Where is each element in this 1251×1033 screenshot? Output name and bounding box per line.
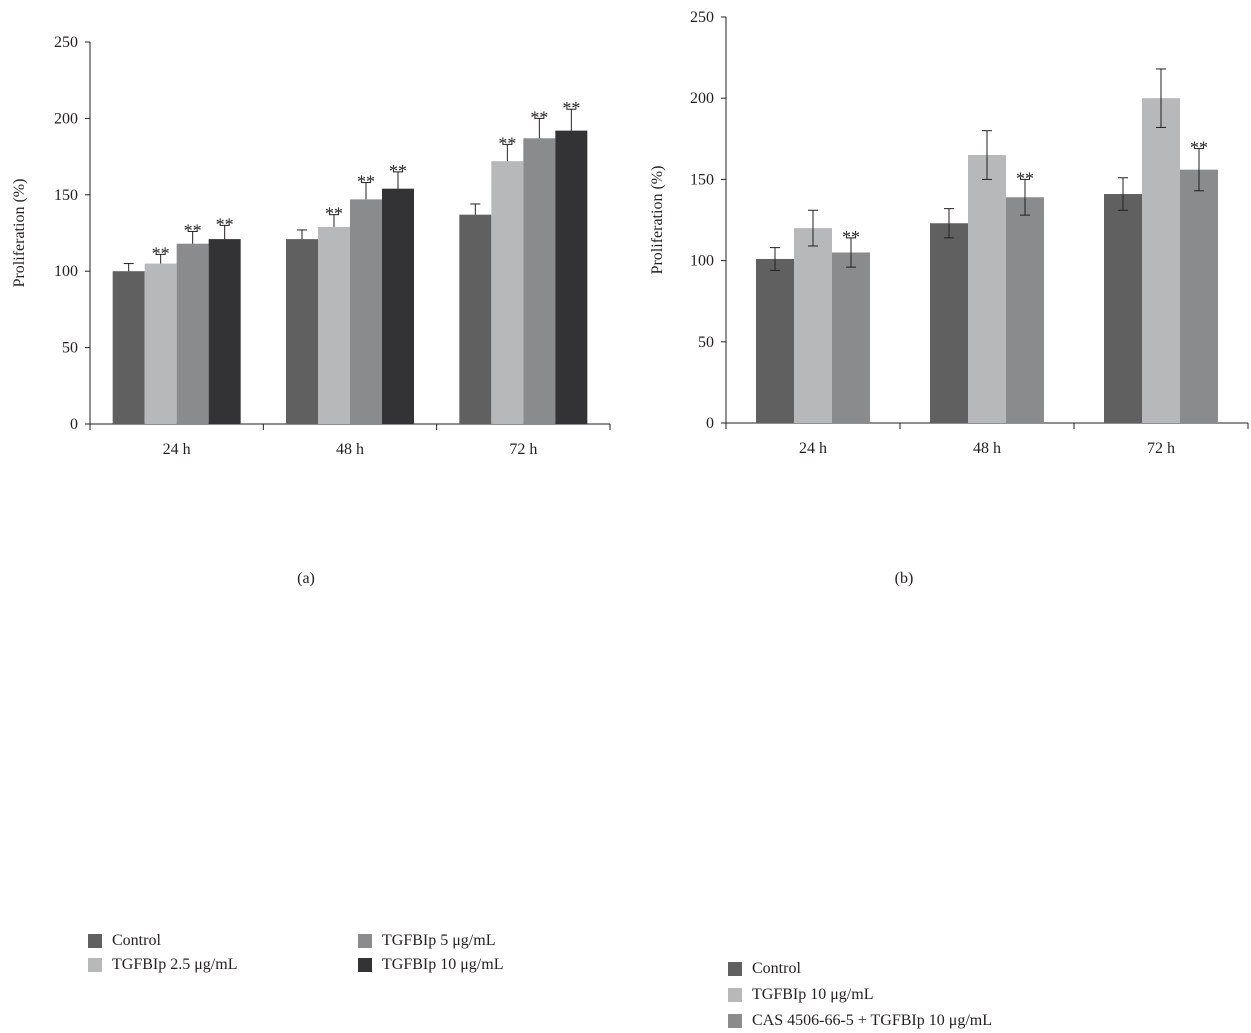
significance-mark: ** — [1190, 138, 1208, 158]
x-tick-label: 24 h — [799, 440, 827, 457]
y-tick-label: 50 — [698, 334, 714, 351]
significance-mark: ** — [184, 220, 202, 240]
y-axis-label: Proliferation (%) — [649, 166, 666, 275]
bar — [176, 243, 209, 424]
legend-item: Control — [88, 929, 161, 953]
significance-mark: ** — [498, 133, 516, 153]
bar — [1180, 169, 1218, 423]
bar — [794, 228, 832, 423]
legend-swatch — [728, 962, 742, 976]
y-tick-label: 50 — [62, 340, 78, 357]
x-tick-label: 24 h — [163, 441, 191, 458]
bar — [459, 214, 492, 424]
y-tick-label: 150 — [54, 187, 78, 204]
chart-panel-b: 0 50 100 150 200 250 Proliferation (%) 24 h 48 h… — [626, 0, 1251, 1029]
bar — [555, 130, 588, 424]
y-tick-label: 100 — [690, 253, 714, 270]
bar — [382, 188, 414, 424]
x-tick-label: 72 h — [1147, 440, 1175, 457]
legend-label: TGFBIp 2.5 μg/mL — [112, 956, 238, 973]
significance-mark: ** — [325, 204, 343, 224]
y-tick-label: 250 — [690, 9, 714, 26]
bar — [208, 239, 241, 424]
bar — [318, 226, 350, 424]
chart-a-plot: 0 50 100 150 200 250 Proliferation (%) 24 h 48 h… — [11, 34, 611, 458]
legend-item: TGFBIp 2.5 μg/mL — [88, 953, 237, 977]
legend-label: TGFBIp 10 μg/mL — [382, 956, 504, 973]
legend-item: CAS 4506-66-5 + TGFBIp 10 μg/mL — [728, 1009, 992, 1033]
bar — [144, 263, 177, 424]
chart-panel-a: 0 50 100 150 200 250 Proliferation (%) 24 h 48 h… — [0, 0, 625, 973]
y-tick-label: 200 — [54, 110, 78, 127]
bar — [286, 239, 318, 424]
legend-swatch — [728, 1014, 742, 1028]
bar — [832, 252, 870, 423]
legend-item: Control — [728, 957, 801, 981]
bar — [491, 161, 524, 424]
legend-swatch — [728, 988, 742, 1002]
x-tick-label: 48 h — [336, 441, 364, 458]
bar — [1006, 197, 1044, 423]
x-tick-label: 48 h — [973, 440, 1001, 457]
legend-swatch — [358, 934, 372, 948]
y-tick-label: 200 — [690, 90, 714, 107]
legend-swatch — [88, 958, 102, 972]
panel-label-a: (a) — [297, 570, 315, 587]
bar — [756, 258, 794, 423]
significance-mark: ** — [216, 214, 234, 234]
legend-item: TGFBIp 10 μg/mL — [728, 983, 873, 1007]
bar — [112, 271, 145, 424]
legend-label: TGFBIp 5 μg/mL — [382, 932, 496, 949]
bar — [930, 223, 968, 423]
bar — [350, 199, 382, 424]
x-tick-label: 72 h — [509, 441, 537, 458]
bar — [968, 155, 1006, 424]
y-tick-label: 100 — [54, 263, 78, 280]
legend-item: TGFBIp 10 μg/mL — [358, 953, 503, 977]
legend-swatch — [88, 934, 102, 948]
panel-label-b: (b) — [894, 570, 914, 587]
bar — [523, 138, 556, 424]
chart-b-plot: 0 50 100 150 200 250 Proliferation (%) 24 h 48 h… — [649, 9, 1249, 457]
legend-item: TGFBIp 5 μg/mL — [358, 929, 495, 953]
y-axis-label: Proliferation (%) — [11, 179, 28, 288]
legend-label: TGFBIp 10 μg/mL — [752, 986, 874, 1003]
y-tick-label: 150 — [690, 171, 714, 188]
significance-mark: ** — [1016, 168, 1034, 188]
legend-label: Control — [752, 960, 801, 977]
y-tick-label: 0 — [70, 416, 78, 433]
bar — [1104, 194, 1142, 423]
significance-mark: ** — [152, 243, 170, 263]
legend-label: CAS 4506-66-5 + TGFBIp 10 μg/mL — [752, 1012, 992, 1029]
significance-mark: ** — [562, 98, 580, 118]
legend-label: Control — [112, 932, 161, 949]
y-tick-label: 250 — [54, 34, 78, 51]
significance-mark: ** — [842, 227, 860, 247]
significance-mark: ** — [530, 107, 548, 127]
significance-mark: ** — [357, 172, 375, 192]
significance-mark: ** — [389, 161, 407, 181]
y-tick-label: 0 — [706, 415, 714, 432]
legend-swatch — [358, 958, 372, 972]
bar — [1142, 98, 1180, 423]
